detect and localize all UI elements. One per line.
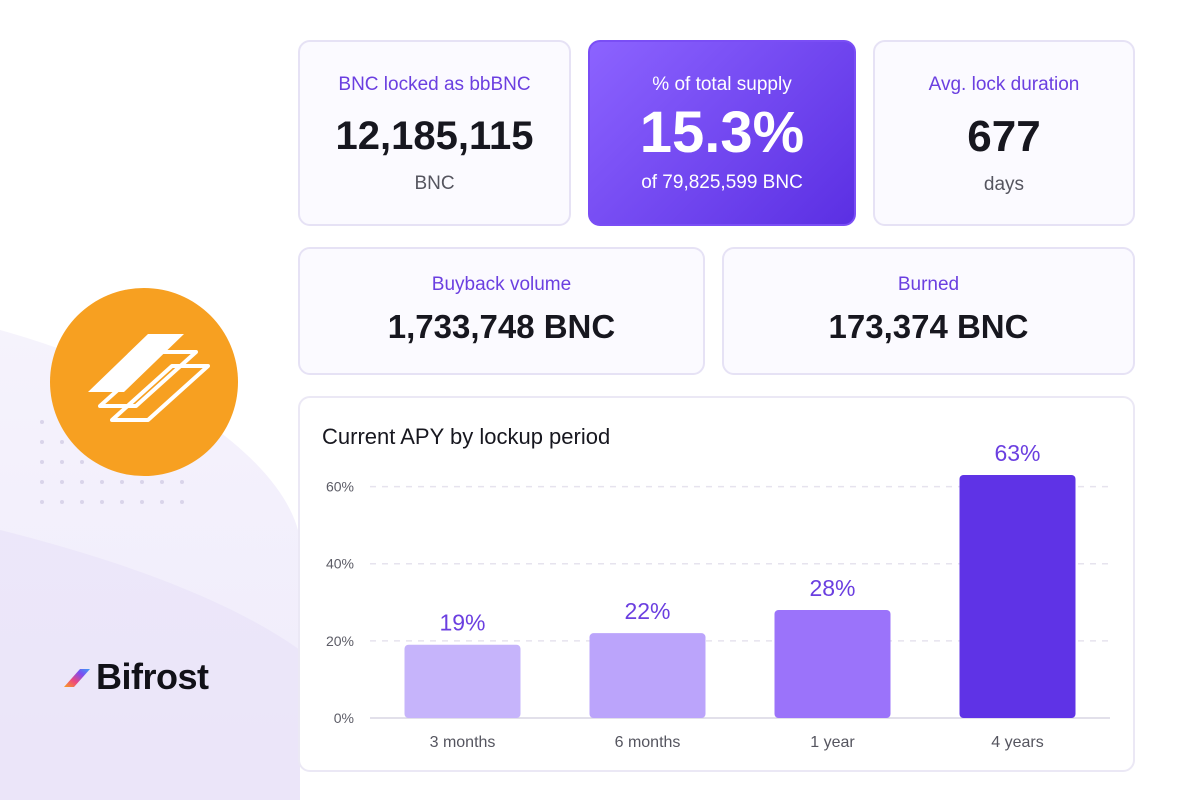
bar-value-label: 22% xyxy=(624,598,670,624)
stat-label: BNC locked as bbBNC xyxy=(338,74,531,95)
apy-chart-card: Current APY by lockup period 0% 20% 40% 60%… xyxy=(298,396,1135,772)
y-tick-label: 60% xyxy=(326,479,354,495)
stat-value: 677 xyxy=(967,112,1041,161)
stat-card-supply: % of total supply 15.3% of 79,825,599 BN… xyxy=(588,40,856,226)
x-tick-label: 1 year xyxy=(810,734,855,751)
bifrost-mark-icon xyxy=(64,669,90,687)
stat-card-locked: BNC locked as bbBNC 12,185,115 BNC xyxy=(298,40,571,226)
stat-unit: BNC xyxy=(414,173,455,194)
stat-value: 15.3% xyxy=(639,100,805,165)
stat-value: 1,733,748 BNC xyxy=(387,308,616,345)
bar xyxy=(959,475,1076,718)
brand-logo: Bifrost xyxy=(62,656,209,698)
bar xyxy=(404,644,521,718)
stat-unit: days xyxy=(983,174,1025,195)
bar xyxy=(774,610,891,718)
bar xyxy=(589,633,706,718)
bar-value-label: 63% xyxy=(994,440,1040,466)
y-tick-label: 0% xyxy=(334,710,354,726)
y-tick-label: 40% xyxy=(326,556,354,572)
x-tick-label: 4 years xyxy=(991,734,1043,751)
stat-card-buyback: Buyback volume 1,733,748 BNC xyxy=(298,247,705,375)
brand-name: Bifrost xyxy=(96,656,209,697)
stat-card-burned: Burned 173,374 BNC xyxy=(722,247,1135,375)
stat-label: % of total supply xyxy=(652,74,792,95)
stat-value: 173,374 BNC xyxy=(828,308,1029,345)
y-tick-label: 20% xyxy=(326,633,354,649)
x-tick-label: 6 months xyxy=(615,734,681,751)
bar-value-label: 28% xyxy=(809,575,855,601)
stat-label: Burned xyxy=(897,274,960,295)
stat-value: 12,185,115 xyxy=(335,114,534,158)
bbbnc-logo-icon xyxy=(50,288,238,476)
apy-bar-chart: 0% 20% 40% 60% 19% 3 months 22% 6 months 28% 1 ye… xyxy=(326,440,1110,751)
stat-label: Avg. lock duration xyxy=(928,74,1080,95)
x-tick-label: 3 months xyxy=(430,734,496,751)
stat-subtext: of 79,825,599 BNC xyxy=(641,172,803,193)
stat-label: Buyback volume xyxy=(431,274,572,295)
chart-title: Current APY by lockup period xyxy=(322,424,611,449)
stat-card-duration: Avg. lock duration 677 days xyxy=(873,40,1135,226)
bar-value-label: 19% xyxy=(439,610,485,636)
